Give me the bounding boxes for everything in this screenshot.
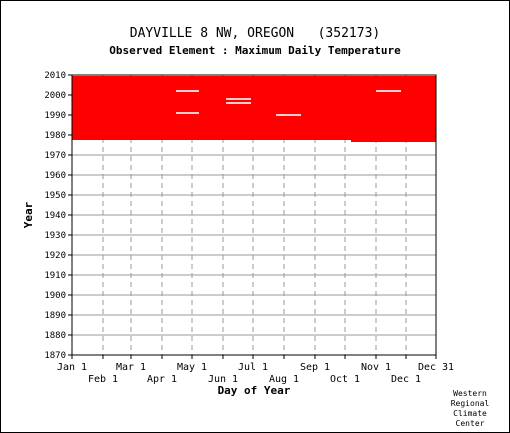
y-tick-label: 1930 (44, 231, 66, 241)
missing-data-gap (176, 90, 199, 92)
y-tick-label: 1980 (44, 131, 66, 141)
y-axis-ticks: 1870 1880 1890 1900 1910 1920 1930 1940 1950 1960… (44, 71, 72, 361)
missing-data-gap (276, 114, 301, 116)
chart-subtitle: Observed Element : Maximum Daily Tempera… (109, 44, 401, 57)
x-tick-label: Jun 1 (208, 374, 238, 385)
missing-data-gap (176, 112, 199, 114)
y-tick-label: 1920 (44, 251, 66, 261)
y-tick-label: 1900 (44, 291, 66, 301)
x-tick-label: Sep 1 (300, 362, 330, 373)
data-block (351, 76, 436, 142)
x-tick-label: Nov 1 (361, 362, 391, 373)
x-tick-label: Dec 31 (418, 362, 454, 373)
missing-data-gap (376, 90, 401, 92)
x-tick-label: Jul 1 (238, 362, 268, 373)
credit-line: Center (455, 419, 485, 428)
y-tick-label: 1890 (44, 311, 66, 321)
x-tick-label: Feb 1 (88, 374, 118, 385)
credit-block: Western Regional Climate Center (450, 389, 490, 429)
y-axis-title: Year (22, 201, 35, 228)
y-tick-label: 1970 (44, 151, 66, 161)
missing-data-gap (226, 98, 251, 100)
x-tick-label: May 1 (177, 362, 207, 373)
credit-line: Regional (450, 399, 490, 408)
missing-data-gap (226, 102, 251, 104)
data-block (131, 76, 351, 140)
x-axis-title: Day of Year (218, 384, 291, 397)
y-tick-label: 1960 (44, 171, 66, 181)
x-tick-label: Mar 1 (116, 362, 146, 373)
x-tick-label: Aug 1 (269, 374, 299, 385)
x-tick-label: Apr 1 (147, 374, 177, 385)
chart-title: DAYVILLE 8 NW, OREGON (352173) (129, 26, 381, 41)
credit-line: Climate (453, 409, 487, 418)
y-tick-label: 1990 (44, 111, 66, 121)
y-tick-label: 1940 (44, 211, 66, 221)
data-layer (72, 76, 436, 142)
x-tick-label: Jan 1 (57, 362, 87, 373)
data-block (72, 76, 131, 140)
y-tick-label: 1870 (44, 351, 66, 361)
y-tick-label: 1910 (44, 271, 66, 281)
credit-line: Western (453, 389, 487, 398)
y-tick-label: 2010 (44, 71, 66, 81)
y-tick-label: 1950 (44, 191, 66, 201)
y-tick-label: 2000 (44, 91, 66, 101)
x-tick-label: Dec 1 (391, 374, 421, 385)
x-axis-ticks: Jan 1 Mar 1 May 1 Jul 1 Sep 1 Nov 1 Dec 31 Feb … (57, 355, 454, 385)
y-tick-label: 1880 (44, 331, 66, 341)
x-tick-label: Oct 1 (330, 374, 360, 385)
